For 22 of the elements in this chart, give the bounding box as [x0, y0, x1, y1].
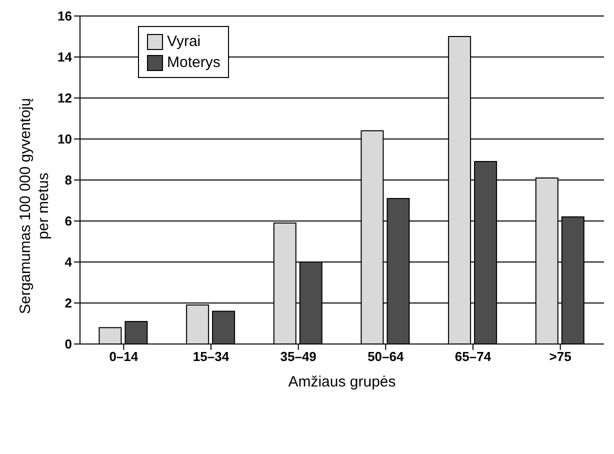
y-tick-label: 12	[58, 90, 72, 106]
y-tick-label: 14	[58, 50, 73, 65]
x-tick-label: 35–49	[280, 349, 316, 364]
y-tick-label: 8	[64, 172, 72, 188]
x-tick-label: >75	[549, 349, 572, 364]
legend-label: Moterys	[166, 53, 220, 73]
y-tick-label: 0	[64, 336, 72, 352]
x-tick-label: 50–64	[368, 349, 405, 364]
y-tick-label: 16	[58, 8, 72, 24]
bar	[98, 327, 122, 344]
x-axis-title: Amžiaus grupės	[288, 374, 396, 391]
x-tick-label: 65–74	[454, 349, 492, 364]
x-tick-label: 0–14	[109, 349, 139, 364]
y-tick-label: 6	[64, 214, 72, 229]
bar	[124, 320, 148, 344]
x-tick-label: 15–34	[192, 349, 230, 364]
legend-label: Vyrai	[166, 32, 202, 52]
y-axis-title: Sergamumas 100 000 gyventojų per metus	[17, 97, 53, 316]
y-tick-label: 4	[64, 254, 73, 270]
y-tick-label: 2	[64, 296, 72, 311]
y-tick-label: 10	[58, 132, 72, 147]
bar	[212, 310, 236, 344]
